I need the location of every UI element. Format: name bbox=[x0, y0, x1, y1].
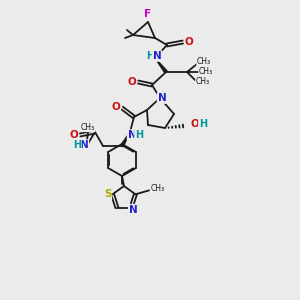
Text: N: N bbox=[128, 130, 136, 140]
Text: N: N bbox=[153, 51, 161, 61]
Polygon shape bbox=[155, 58, 167, 73]
Text: N: N bbox=[158, 93, 166, 103]
Text: CH₃: CH₃ bbox=[150, 184, 164, 193]
Polygon shape bbox=[121, 132, 130, 147]
Text: F: F bbox=[144, 9, 152, 19]
Text: N: N bbox=[129, 205, 137, 215]
Text: O: O bbox=[112, 102, 120, 112]
Text: O: O bbox=[190, 119, 200, 129]
Text: O: O bbox=[128, 77, 136, 87]
Text: CH₃: CH₃ bbox=[199, 67, 213, 76]
Text: CH₃: CH₃ bbox=[196, 76, 210, 85]
Text: CH₃: CH₃ bbox=[81, 122, 95, 131]
Text: N: N bbox=[80, 140, 88, 150]
Text: O: O bbox=[184, 37, 194, 47]
Text: S: S bbox=[104, 189, 111, 199]
Text: H: H bbox=[146, 51, 154, 61]
Text: H: H bbox=[135, 130, 143, 140]
Text: H: H bbox=[199, 119, 207, 129]
Text: CH₃: CH₃ bbox=[197, 58, 211, 67]
Text: O: O bbox=[70, 130, 78, 140]
Text: H: H bbox=[73, 140, 81, 150]
